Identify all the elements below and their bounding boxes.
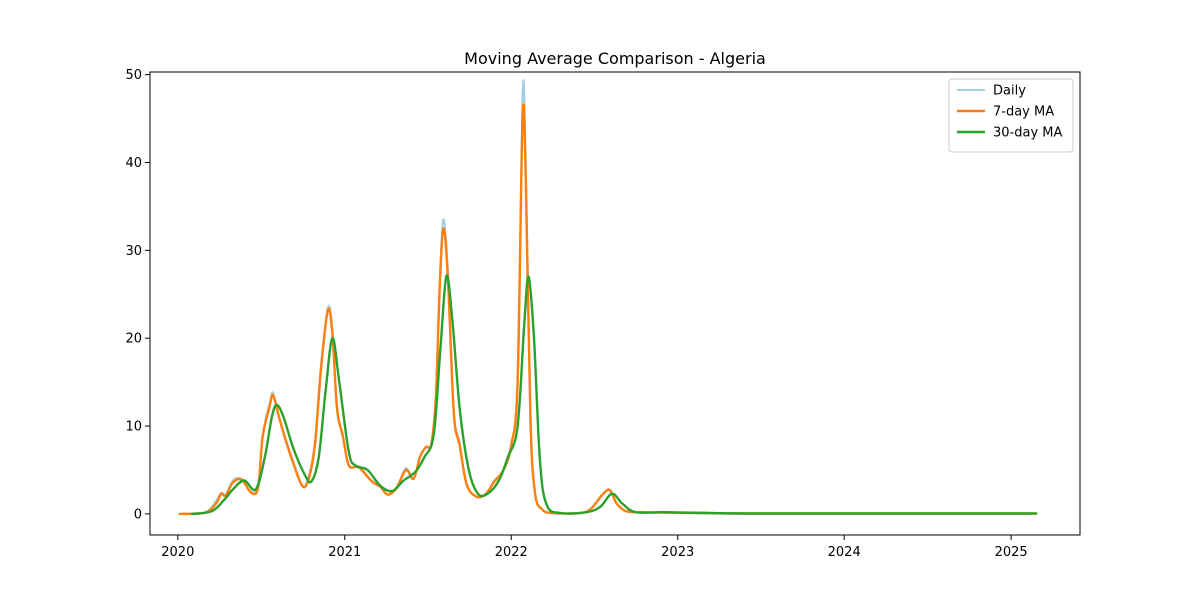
- x-tick-label: 2024: [828, 545, 861, 560]
- x-tick-label: 2025: [995, 545, 1028, 560]
- legend-entry-label: 7-day MA: [993, 105, 1054, 120]
- y-tick-label: 40: [125, 156, 142, 171]
- plot-area-frame: [149, 71, 1081, 536]
- legend-entry-label: Daily: [993, 84, 1026, 99]
- x-tick-label: 2022: [495, 545, 528, 560]
- legend-entry-label: 30-day MA: [993, 126, 1062, 141]
- x-tick-label: 2020: [161, 545, 194, 560]
- x-tick-label: 2021: [328, 545, 361, 560]
- chart-title: Moving Average Comparison - Algeria: [464, 49, 766, 68]
- legend-box: [948, 78, 1074, 153]
- series-line-2: [178, 103, 1038, 516]
- x-axis-ticks: 2020 2021 2022 2023 2024 2025: [161, 535, 1028, 560]
- y-tick-label: 20: [125, 332, 142, 347]
- y-tick-label: 30: [125, 244, 142, 259]
- y-tick-label: 50: [125, 68, 142, 83]
- x-tick-label: 2023: [661, 545, 694, 560]
- series-layer: [178, 79, 1038, 516]
- y-tick-label: 0: [134, 507, 142, 522]
- legend: Daily 7-day MA 30-day MA: [948, 78, 1074, 153]
- y-axis-ticks: 0 10 20 30 40 50: [125, 68, 150, 522]
- series-line-3: [190, 274, 1038, 516]
- y-tick-label: 10: [125, 420, 142, 435]
